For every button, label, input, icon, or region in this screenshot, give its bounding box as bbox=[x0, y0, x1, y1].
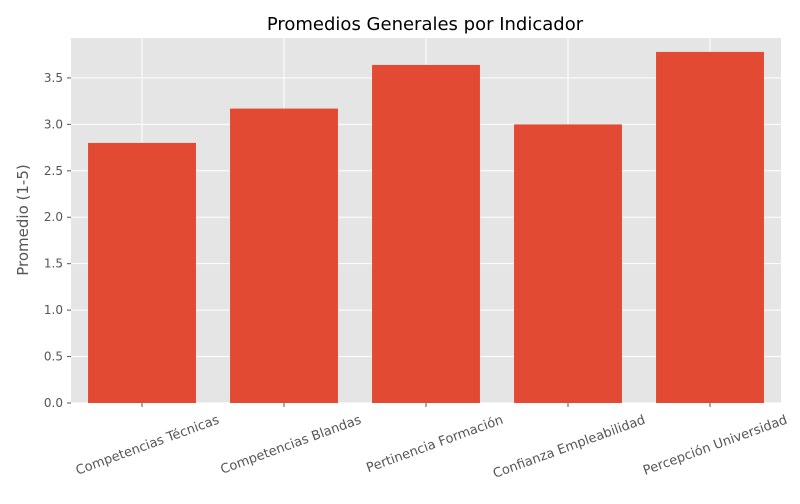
x-tick-label: Competencias Blandas bbox=[219, 413, 364, 478]
x-tick-label: Competencias Técnicas bbox=[74, 413, 222, 479]
y-tick-label: 1.5 bbox=[44, 257, 63, 271]
chart-title: Promedios Generales por Indicador bbox=[267, 14, 584, 35]
bar bbox=[372, 64, 480, 404]
y-tick-label: 2.5 bbox=[44, 164, 63, 178]
y-tick-label: 3.0 bbox=[44, 117, 63, 131]
y-tick-label: 3.5 bbox=[44, 71, 63, 85]
y-axis-ticks: 0.0 0.5 1.0 1.5 2.0 2.5 3.0 3.5 bbox=[44, 71, 71, 410]
y-tick-label: 0.5 bbox=[44, 350, 63, 364]
y-tick-label: 2.0 bbox=[44, 210, 63, 224]
y-tick-label: 0.0 bbox=[44, 396, 63, 410]
bar bbox=[230, 108, 338, 404]
x-tick-label: Percepción Universidad bbox=[641, 413, 789, 479]
x-tick-label: Pertinencia Formación bbox=[365, 413, 506, 476]
bar bbox=[514, 124, 622, 403]
y-tick-label: 1.0 bbox=[44, 303, 63, 317]
bar bbox=[656, 51, 764, 403]
bars bbox=[88, 51, 764, 404]
x-tick-label: Confianza Empleabilidad bbox=[491, 413, 647, 482]
y-axis-label: Promedio (1-5) bbox=[14, 164, 32, 275]
bar bbox=[88, 142, 196, 404]
